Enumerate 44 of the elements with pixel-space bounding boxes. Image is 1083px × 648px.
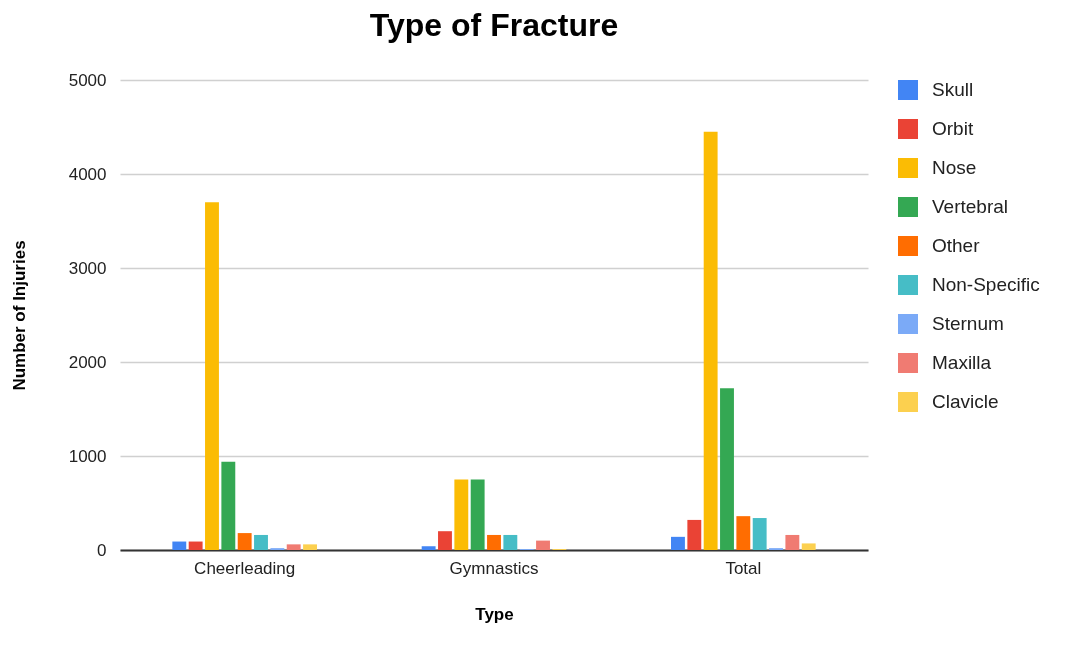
y-tick-label: 0	[97, 540, 107, 560]
bar	[736, 516, 751, 550]
bar	[172, 541, 187, 550]
y-axis-title: Number of Injuries	[9, 240, 29, 391]
bar	[286, 544, 301, 550]
bar	[536, 540, 550, 550]
bar	[503, 534, 518, 550]
bar	[237, 533, 252, 550]
y-tick-label: 5000	[68, 70, 107, 90]
bar	[205, 202, 219, 550]
legend-label: Maxilla	[932, 352, 992, 373]
bar	[254, 534, 268, 550]
legend-label: Skull	[932, 79, 974, 100]
legend-label: Sternum	[932, 313, 1004, 334]
bar	[687, 519, 702, 550]
bar	[438, 531, 452, 550]
y-tick-label: 2000	[68, 352, 107, 372]
bar	[421, 546, 436, 550]
bar	[188, 541, 203, 550]
bar	[303, 544, 317, 550]
y-tick-label: 4000	[68, 164, 107, 184]
legend-label: Clavicle	[932, 391, 999, 412]
chart-title: Type of Fracture	[369, 7, 619, 43]
x-tick-label: Cheerleading	[194, 558, 296, 578]
bar	[720, 388, 734, 550]
bar	[487, 534, 501, 550]
x-axis-title: Type	[475, 604, 514, 624]
x-tick-label: Total	[725, 558, 762, 578]
bar	[752, 518, 767, 550]
x-tick-label: Gymnastics	[449, 558, 539, 578]
legend-label: Other	[932, 235, 981, 256]
legend-label: Non-Specific	[932, 274, 1040, 295]
legend-label: Orbit	[932, 118, 974, 139]
y-tick-label: 3000	[68, 258, 107, 278]
legend-label: Vertebral	[932, 196, 1009, 217]
bar	[801, 543, 816, 550]
y-tick-label: 1000	[68, 446, 107, 466]
bar	[470, 479, 485, 550]
bar	[703, 131, 718, 550]
bar	[221, 461, 236, 550]
bar	[671, 536, 685, 550]
bar	[454, 479, 469, 550]
legend-label: Nose	[932, 157, 977, 178]
bar	[785, 534, 800, 550]
